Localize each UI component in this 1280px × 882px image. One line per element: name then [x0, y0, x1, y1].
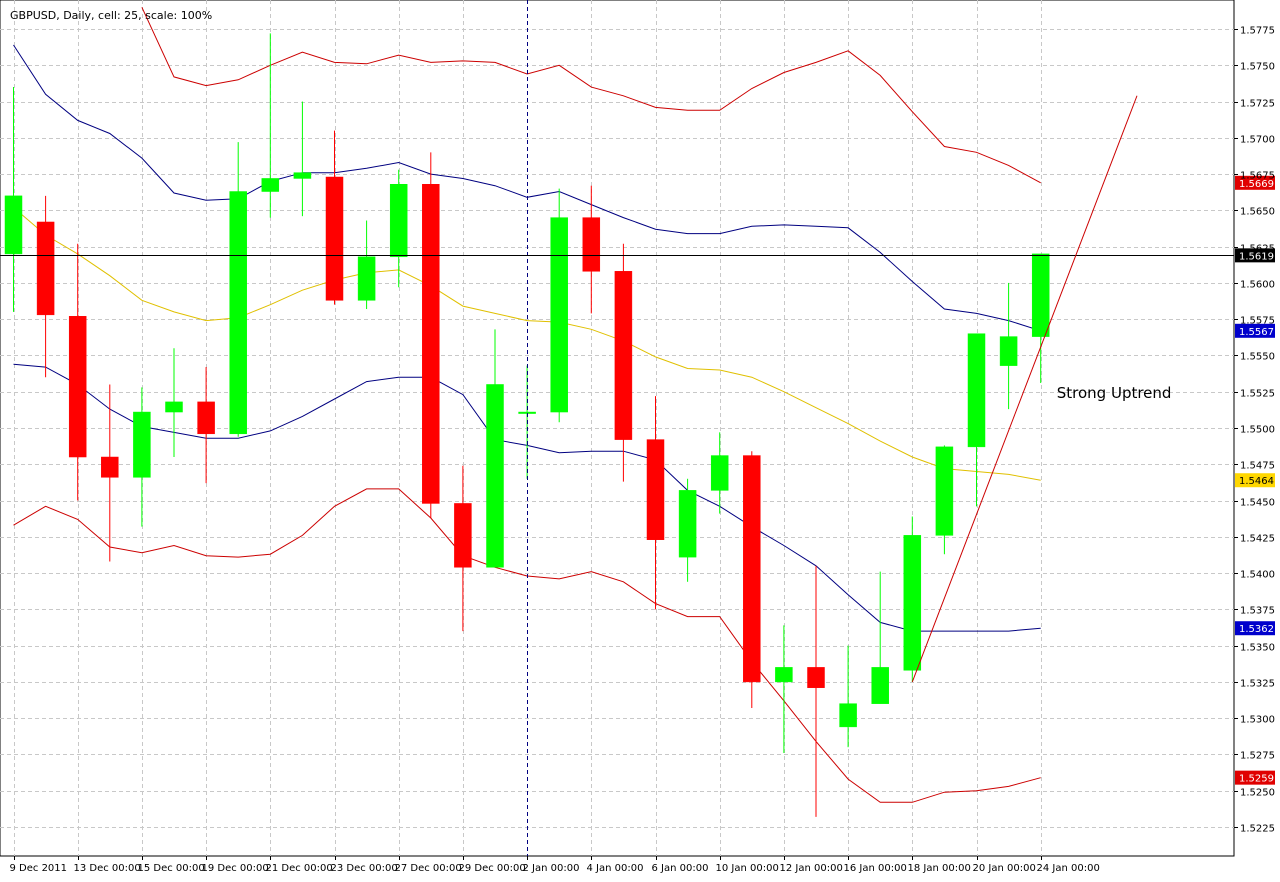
candle-body — [935, 446, 954, 536]
y-tick-label: 1.5575 — [1240, 316, 1275, 327]
candle-body — [454, 503, 472, 568]
candle-body — [4, 195, 23, 255]
x-tick-label: 15 Dec 00:00 — [138, 863, 205, 874]
candle-body — [614, 271, 633, 440]
price-tag — [1235, 770, 1275, 785]
price-tag-label: 1.5619 — [1239, 251, 1274, 262]
candle-body — [229, 191, 247, 435]
x-tick-label: 21 Dec 00:00 — [266, 863, 333, 874]
candles-layer — [4, 33, 1050, 817]
candle-body — [678, 490, 697, 558]
x-tick-label: 23 Dec 00:00 — [331, 863, 398, 874]
trend-annotation: Strong Uptrend — [1057, 384, 1172, 402]
x-tick-label: 4 Jan 00:00 — [587, 863, 644, 874]
y-tick-label: 1.5650 — [1240, 207, 1275, 218]
candle-body — [36, 221, 55, 316]
trendline — [911, 95, 1138, 683]
x-tick-label: 6 Jan 00:00 — [652, 863, 709, 874]
y-tick-label: 1.5425 — [1240, 534, 1275, 545]
price-tag-label: 1.5464 — [1239, 476, 1274, 487]
candle-body — [871, 667, 889, 704]
candle-body — [293, 172, 312, 179]
candle-body — [839, 703, 857, 728]
y-tick-label: 1.5700 — [1240, 135, 1275, 146]
candle-body — [775, 667, 793, 683]
y-tick-label: 1.5350 — [1240, 643, 1275, 654]
price-tag — [1235, 621, 1275, 636]
candle-body — [743, 455, 761, 683]
y-tick-label: 1.5475 — [1240, 461, 1275, 472]
x-tick-label: 19 Dec 00:00 — [202, 863, 269, 874]
x-tick-label: 12 Jan 00:00 — [780, 863, 843, 874]
chart-title: GBPUSD, Daily, cell: 25, scale: 100% — [10, 9, 212, 22]
candle-body — [550, 217, 568, 413]
candle-body — [1031, 253, 1050, 337]
candle-body — [325, 176, 344, 301]
candle-body — [582, 217, 601, 272]
y-tick-label: 1.5525 — [1240, 389, 1275, 400]
candle-body — [422, 184, 440, 504]
price-tag-label: 1.5362 — [1239, 624, 1274, 635]
price-tag — [1235, 175, 1275, 190]
y-tick-label: 1.5300 — [1240, 715, 1275, 726]
candle-body — [165, 401, 183, 413]
y-tick-label: 1.5400 — [1240, 570, 1275, 581]
candle-body — [967, 333, 986, 448]
price-tag — [1235, 473, 1275, 488]
y-tick-label: 1.5375 — [1240, 606, 1275, 617]
y-tick-label: 1.5725 — [1240, 99, 1275, 110]
y-tick-label: 1.5750 — [1240, 62, 1275, 73]
candle-body — [133, 411, 151, 478]
overlay-layer: 1.5669 1.5619 1.5567 1.5464 1.5362 1.5259 — [0, 0, 1275, 856]
price-tag-label: 1.5669 — [1239, 179, 1274, 190]
x-tick-label: 18 Jan 00:00 — [908, 863, 971, 874]
y-tick-label: 1.5625 — [1240, 244, 1275, 255]
y-tick-label: 1.5450 — [1240, 498, 1275, 509]
x-tick-label: 27 Dec 00:00 — [395, 863, 462, 874]
candle-body — [999, 336, 1018, 366]
candle-body — [389, 184, 408, 258]
candle-body — [646, 439, 665, 540]
candle-body — [710, 455, 729, 491]
price-tag-label: 1.5567 — [1239, 327, 1274, 338]
x-tick-label: 2 Jan 00:00 — [523, 863, 580, 874]
indicator-line — [141, 7, 1041, 184]
axis-layer: 1.5775 1.5750 1.5725 1.5700 1.5675 1.5650 1.56… — [10, 26, 1276, 875]
candle-body — [197, 401, 215, 435]
candle-body — [261, 178, 280, 192]
candle-body — [903, 535, 922, 671]
y-tick-label: 1.5250 — [1240, 788, 1275, 799]
candle-body — [101, 456, 119, 478]
candle-body — [807, 667, 825, 688]
price-tag — [1235, 323, 1275, 338]
indicator-line — [13, 207, 1041, 481]
y-tick-label: 1.5325 — [1240, 679, 1275, 690]
x-tick-label: 29 Dec 00:00 — [459, 863, 526, 874]
y-tick-label: 1.5675 — [1240, 171, 1275, 182]
x-tick-label: 13 Dec 00:00 — [74, 863, 141, 874]
y-tick-label: 1.5500 — [1240, 425, 1275, 436]
y-tick-label: 1.5775 — [1240, 26, 1275, 37]
price-tag-label: 1.5259 — [1239, 774, 1274, 785]
x-tick-label: 16 Jan 00:00 — [844, 863, 907, 874]
y-tick-label: 1.5550 — [1240, 352, 1275, 363]
y-tick-label: 1.5600 — [1240, 280, 1275, 291]
x-tick-label: 10 Jan 00:00 — [716, 863, 779, 874]
y-tick-label: 1.5225 — [1240, 824, 1275, 835]
x-tick-label: 9 Dec 2011 — [10, 863, 68, 874]
y-tick-label: 1.5275 — [1240, 751, 1275, 762]
candle-body — [68, 316, 87, 458]
x-tick-label: 20 Jan 00:00 — [973, 863, 1036, 874]
candle-body — [486, 384, 504, 568]
x-tick-label: 24 Jan 00:00 — [1037, 863, 1100, 874]
candle-body — [357, 256, 376, 301]
price-tag — [1235, 248, 1275, 263]
